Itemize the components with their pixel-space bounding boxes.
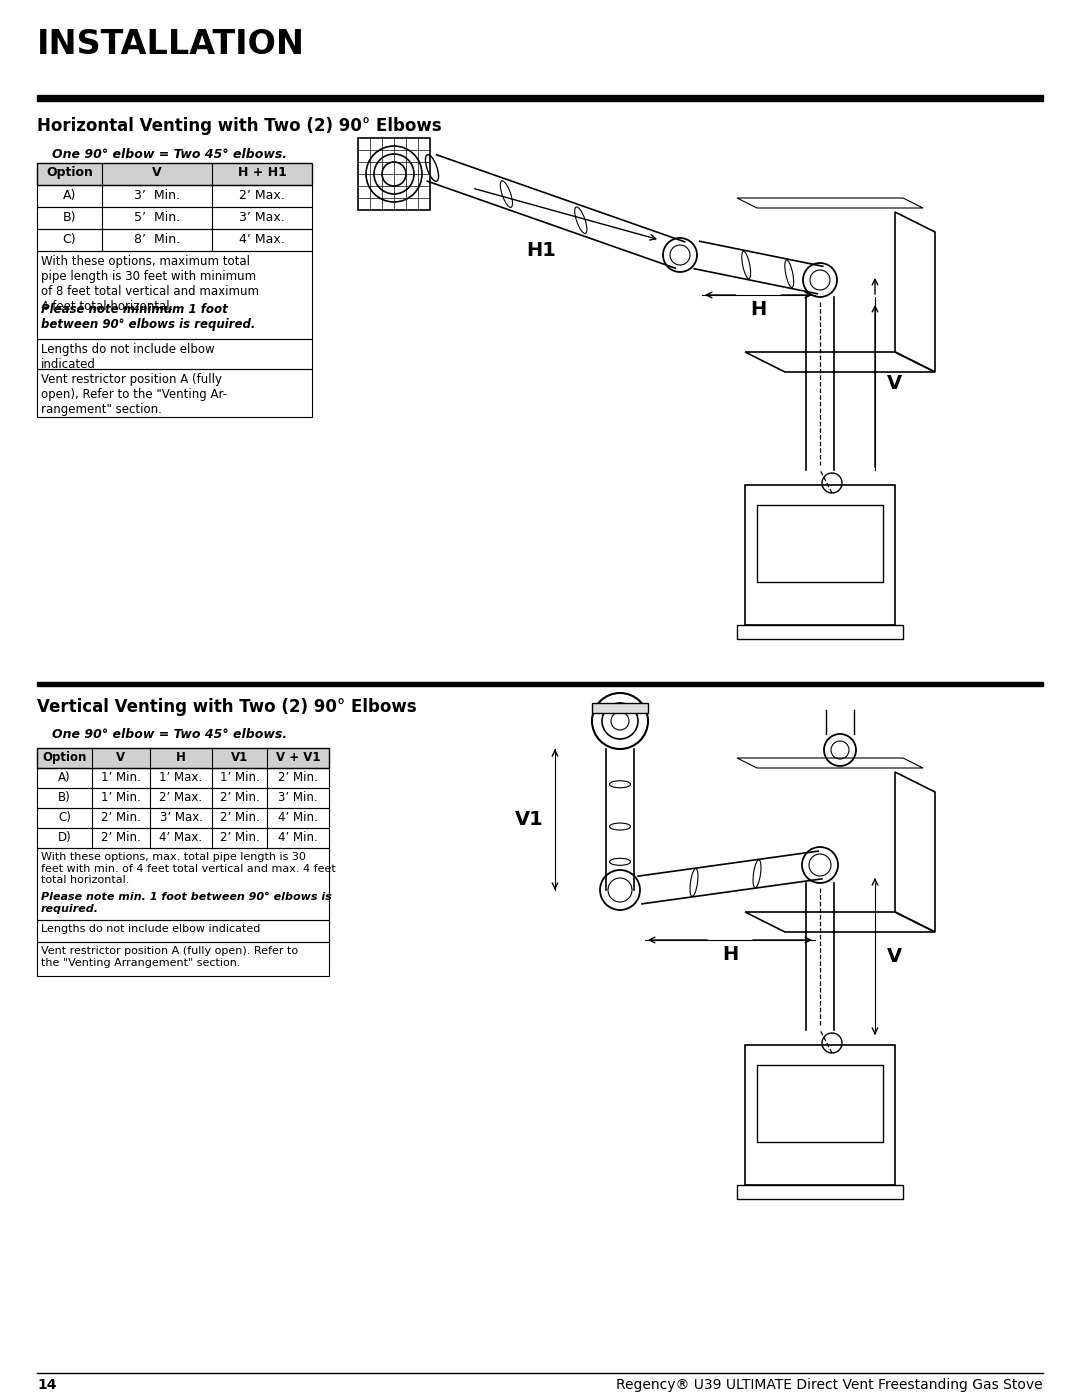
Text: 1’ Min.: 1’ Min.: [102, 771, 140, 784]
Text: Regency® U39 ULTIMATE Direct Vent Freestanding Gas Stove: Regency® U39 ULTIMATE Direct Vent Freest…: [617, 1377, 1043, 1391]
Text: Please note min. 1 foot between 90° elbows is
required.: Please note min. 1 foot between 90° elbo…: [41, 893, 332, 914]
Bar: [37, 163, 312, 184]
Text: V: V: [117, 752, 125, 764]
Bar: [37, 848, 329, 921]
Text: 1’ Min.: 1’ Min.: [102, 791, 140, 805]
Bar: [757, 504, 883, 583]
Text: With these options, maximum total
pipe length is 30 feet with minimum
of 8 feet : With these options, maximum total pipe l…: [41, 256, 259, 313]
Text: A): A): [63, 189, 77, 203]
Bar: [37, 788, 329, 807]
Bar: [37, 184, 312, 207]
Text: 14: 14: [37, 1377, 56, 1391]
Bar: [745, 1045, 895, 1185]
Text: With these options, max. total pipe length is 30
feet with min. of 4 feet total : With these options, max. total pipe leng…: [41, 852, 336, 886]
Text: Vent restrictor position A (fully open). Refer to
the "Venting Arrangement" sect: Vent restrictor position A (fully open).…: [41, 946, 298, 968]
Text: 2’ Min.: 2’ Min.: [102, 831, 140, 844]
Bar: [592, 703, 648, 712]
Bar: [37, 921, 329, 942]
Bar: [37, 229, 312, 251]
Text: 2’ Max.: 2’ Max.: [239, 189, 285, 203]
Bar: [757, 1065, 883, 1141]
Bar: [357, 138, 430, 210]
Text: 3’ Max.: 3’ Max.: [239, 211, 285, 224]
Bar: [37, 682, 1043, 686]
Text: 4’ Min.: 4’ Min.: [279, 831, 318, 844]
Text: V: V: [887, 374, 902, 393]
Text: V: V: [887, 947, 902, 965]
Text: 2’ Min.: 2’ Min.: [102, 812, 140, 824]
Text: D): D): [57, 831, 71, 844]
Bar: [37, 251, 312, 339]
Bar: [37, 807, 329, 828]
Text: 2’ Min.: 2’ Min.: [219, 791, 259, 805]
Text: 4’ Max.: 4’ Max.: [160, 831, 203, 844]
Bar: [737, 1185, 903, 1199]
Text: One 90° elbow = Two 45° elbows.: One 90° elbow = Two 45° elbows.: [52, 148, 287, 161]
Text: H: H: [176, 752, 186, 764]
Text: 4’ Max.: 4’ Max.: [239, 233, 285, 246]
Text: Please note minimum 1 foot
between 90° elbows is required.: Please note minimum 1 foot between 90° e…: [41, 303, 255, 331]
Text: Horizontal Venting with Two (2) 90° Elbows: Horizontal Venting with Two (2) 90° Elbo…: [37, 117, 442, 136]
Text: H + H1: H + H1: [238, 166, 286, 179]
Text: 1’ Min.: 1’ Min.: [219, 771, 259, 784]
Text: INSTALLATION: INSTALLATION: [37, 28, 305, 61]
Text: 2’ Min.: 2’ Min.: [219, 812, 259, 824]
Text: Lengths do not include elbow
indicated: Lengths do not include elbow indicated: [41, 344, 215, 372]
Bar: [37, 768, 329, 788]
Bar: [37, 942, 329, 977]
Text: V: V: [152, 166, 162, 179]
Text: Vent restrictor position A (fully
open), Refer to the "Venting Ar-
rangement" se: Vent restrictor position A (fully open),…: [41, 373, 227, 416]
Text: C): C): [63, 233, 77, 246]
Bar: [37, 747, 329, 768]
Text: 1’ Max.: 1’ Max.: [160, 771, 203, 784]
Text: 5’  Min.: 5’ Min.: [134, 211, 180, 224]
Text: One 90° elbow = Two 45° elbows.: One 90° elbow = Two 45° elbows.: [52, 728, 287, 740]
Text: 4’ Min.: 4’ Min.: [279, 812, 318, 824]
Bar: [745, 485, 895, 624]
Text: 3’  Min.: 3’ Min.: [134, 189, 180, 203]
Text: B): B): [63, 211, 77, 224]
Bar: [37, 369, 312, 416]
Text: 2’ Min.: 2’ Min.: [219, 831, 259, 844]
Text: V1: V1: [515, 810, 543, 828]
Text: 8’  Min.: 8’ Min.: [134, 233, 180, 246]
Text: 3’ Min.: 3’ Min.: [279, 791, 318, 805]
Text: 2’ Max.: 2’ Max.: [160, 791, 203, 805]
Bar: [737, 624, 903, 638]
Bar: [37, 95, 1043, 101]
Text: Option: Option: [46, 166, 93, 179]
Text: V + V1: V + V1: [275, 752, 321, 764]
Text: Vertical Venting with Two (2) 90° Elbows: Vertical Venting with Two (2) 90° Elbows: [37, 698, 417, 717]
Text: V1: V1: [231, 752, 248, 764]
Text: H: H: [751, 300, 767, 319]
Text: H: H: [721, 944, 738, 964]
Text: C): C): [58, 812, 71, 824]
Text: Option: Option: [42, 752, 86, 764]
Text: B): B): [58, 791, 71, 805]
Text: H1: H1: [526, 242, 556, 260]
Bar: [37, 339, 312, 369]
Bar: [37, 828, 329, 848]
Circle shape: [592, 693, 648, 749]
Bar: [37, 207, 312, 229]
Text: Lengths do not include elbow indicated: Lengths do not include elbow indicated: [41, 923, 260, 935]
Text: 3’ Max.: 3’ Max.: [160, 812, 203, 824]
Text: A): A): [58, 771, 71, 784]
Text: 2’ Min.: 2’ Min.: [279, 771, 318, 784]
